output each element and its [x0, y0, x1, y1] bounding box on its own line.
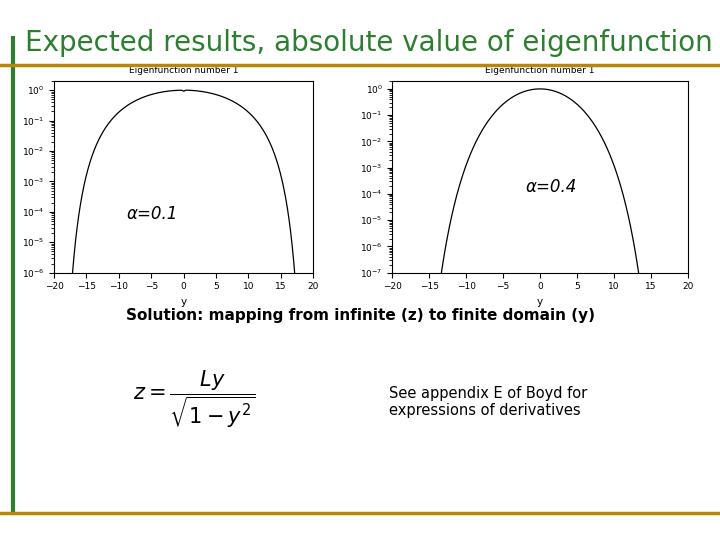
Title: Eigenfunction number 1: Eigenfunction number 1 — [129, 66, 238, 75]
Text: Expected results, absolute value of eigenfunction: Expected results, absolute value of eige… — [25, 29, 713, 57]
X-axis label: y: y — [181, 297, 186, 307]
Text: See appendix E of Boyd for
expressions of derivatives: See appendix E of Boyd for expressions o… — [389, 386, 587, 418]
Text: Solution: mapping from infinite (z) to finite domain (y): Solution: mapping from infinite (z) to f… — [125, 308, 595, 323]
Text: $z = \dfrac{Ly}{\sqrt{1-y^2}}$: $z = \dfrac{Ly}{\sqrt{1-y^2}}$ — [133, 369, 256, 430]
Text: α=0.1: α=0.1 — [127, 205, 178, 223]
Text: α=0.4: α=0.4 — [526, 178, 577, 196]
Title: Eigenfunction number 1: Eigenfunction number 1 — [485, 66, 595, 75]
X-axis label: y: y — [537, 297, 543, 307]
